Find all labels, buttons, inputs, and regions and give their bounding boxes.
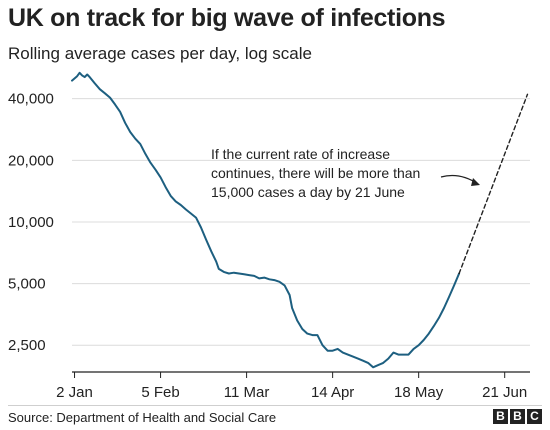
line-chart: 2,500 5,000 10,000 20,000 40,000 2 Jan 5 Feb 11… bbox=[8, 71, 530, 401]
x-tick-label: 18 May bbox=[394, 384, 444, 401]
chart-title: UK on track for big wave of infections bbox=[8, 4, 446, 32]
x-tick-label: 11 Mar bbox=[224, 384, 270, 401]
annotation-text-line: continues, there will be more than bbox=[211, 165, 420, 181]
annotation-arrowhead bbox=[471, 178, 480, 186]
chart-subtitle: Rolling average cases per day, log scale bbox=[8, 44, 312, 63]
x-tick-label: 2 Jan bbox=[56, 384, 93, 401]
y-tick-label: 2,500 bbox=[8, 337, 46, 354]
annotation-text-line: 15,000 cases a day by 21 June bbox=[211, 184, 405, 200]
bbc-logo-letter-2: B bbox=[510, 409, 525, 424]
bbc-logo: B B C bbox=[493, 409, 542, 424]
cases-line bbox=[71, 71, 461, 369]
y-tick-label: 40,000 bbox=[8, 91, 54, 108]
y-tick-label: 5,000 bbox=[8, 276, 46, 293]
projection-line bbox=[458, 93, 529, 275]
y-tick-label: 10,000 bbox=[8, 214, 54, 231]
annotation-text-line: If the current rate of increase bbox=[211, 146, 390, 162]
bbc-logo-letter-1: B bbox=[493, 409, 508, 424]
y-tick-label: 20,000 bbox=[8, 152, 54, 169]
x-tick-label: 14 Apr bbox=[311, 384, 354, 401]
x-tick-label: 5 Feb bbox=[141, 384, 179, 401]
source-note: Source: Department of Health and Social … bbox=[8, 410, 277, 425]
bbc-logo-letter-3: C bbox=[527, 409, 542, 424]
x-tick-label: 21 Jun bbox=[482, 384, 527, 401]
footer-divider bbox=[8, 405, 542, 406]
